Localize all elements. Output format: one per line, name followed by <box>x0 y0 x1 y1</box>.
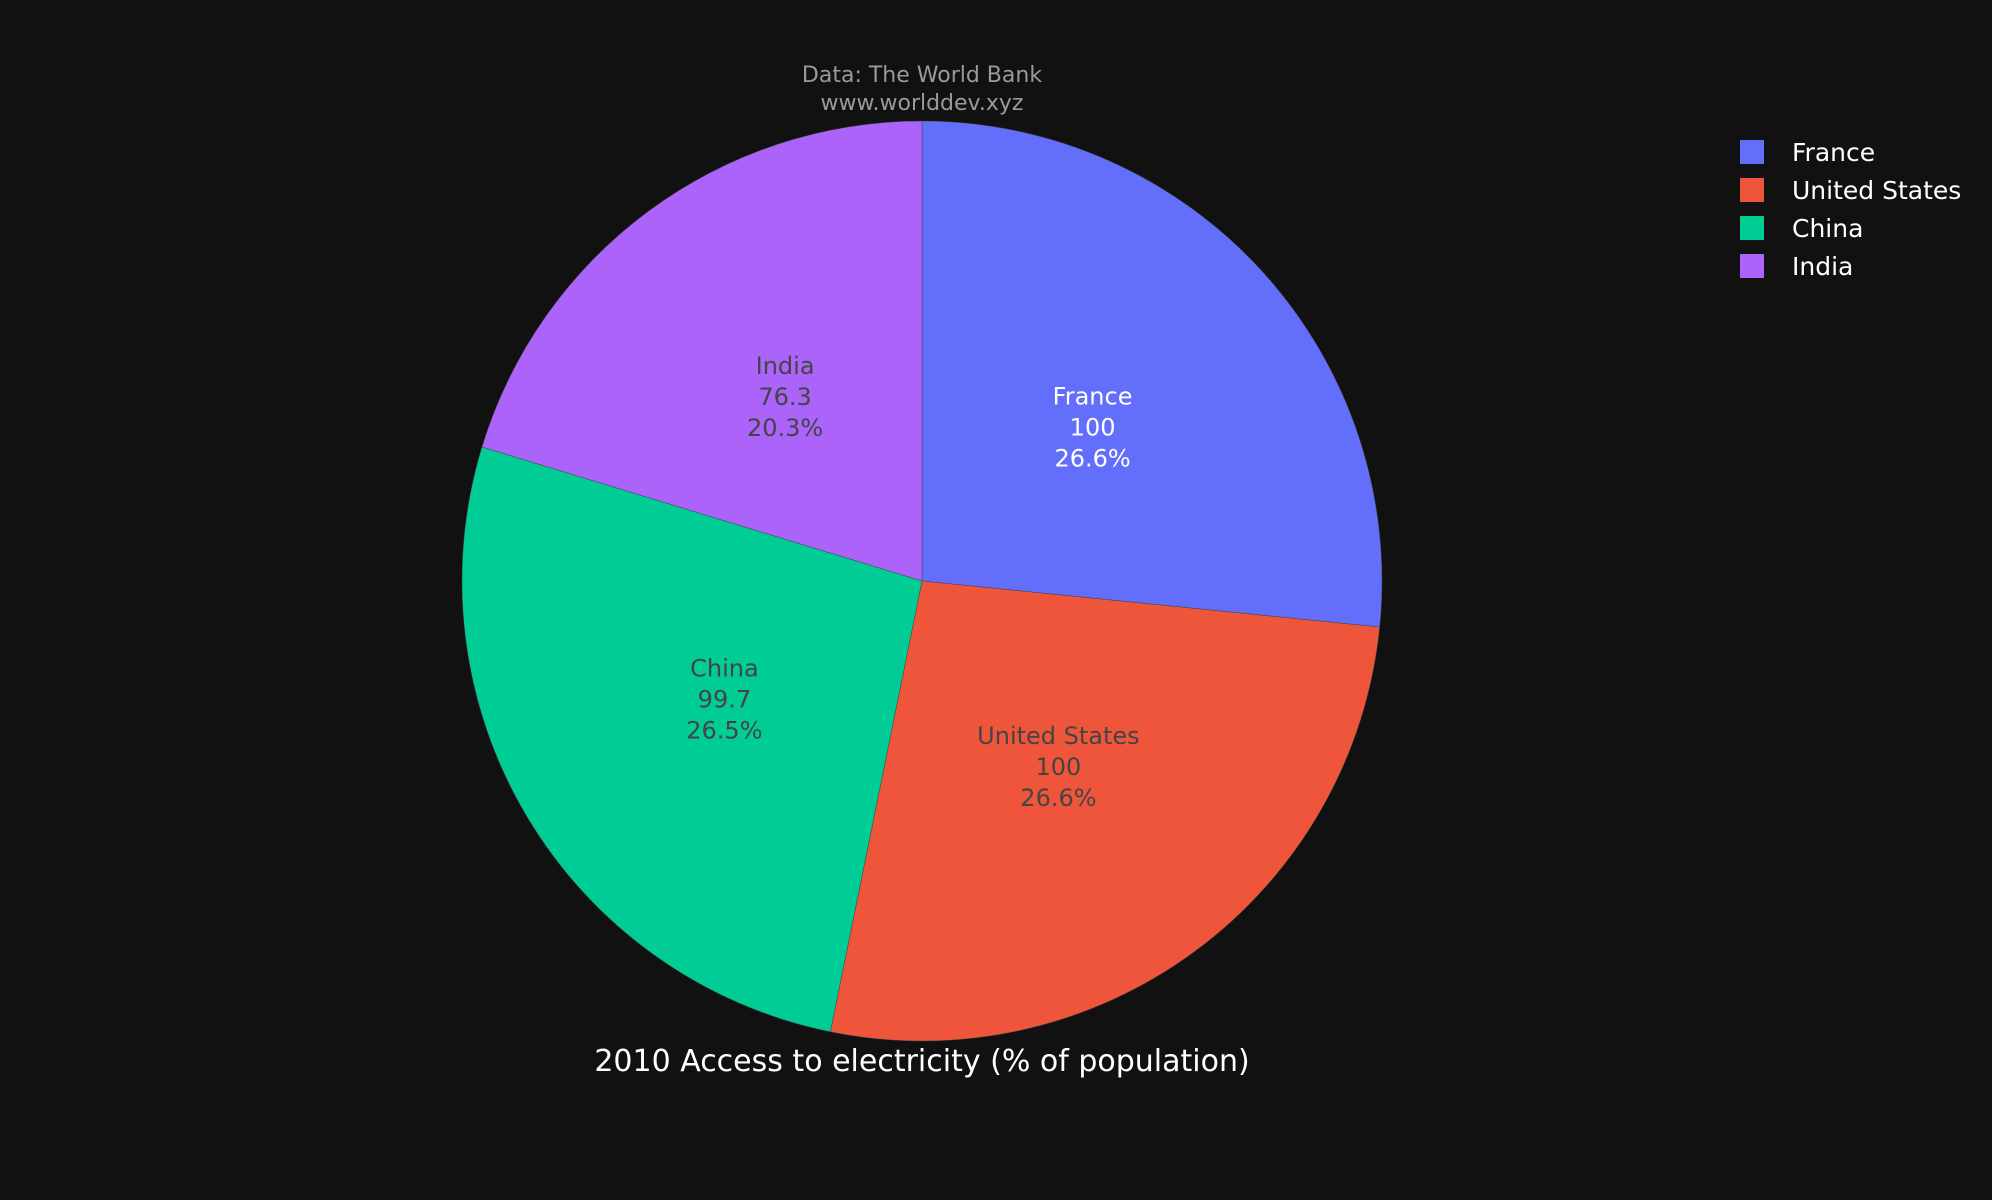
chart-title: 2010 Access to electricity (% of populat… <box>594 1044 1249 1079</box>
slice-label-category-france: France <box>1053 383 1133 411</box>
legend-label-united-states: United States <box>1792 175 1962 205</box>
legend-swatch-france <box>1740 140 1764 164</box>
legend-swatch-india <box>1740 254 1764 278</box>
pie-slice-china[interactable] <box>461 446 923 1033</box>
slice-label-value-united-states: 100 <box>1036 753 1082 781</box>
legend-label-india: India <box>1792 251 1854 281</box>
legend-item-france[interactable]: France <box>1740 133 1961 171</box>
slice-label-percent-india: 20.3% <box>747 414 823 442</box>
pie-slice-france[interactable] <box>921 120 1383 628</box>
slice-label-category-india: India <box>756 352 815 380</box>
pie-slice-india[interactable] <box>481 120 923 582</box>
legend-item-india[interactable]: India <box>1740 247 1961 285</box>
slice-label-percent-china: 26.5% <box>686 717 762 745</box>
legend-label-france: France <box>1792 137 1876 167</box>
slice-label-percent-france: 26.6% <box>1054 445 1130 473</box>
slice-label-category-united-states: United States <box>977 722 1140 750</box>
legend-swatch-china <box>1740 216 1764 240</box>
legend: France United States China India <box>1740 133 1961 285</box>
slice-label-category-china: China <box>690 655 759 683</box>
source-annotation-line-1: Data: The World Bank <box>802 63 1042 88</box>
pie-slice-labels: France 100 26.6% United States 100 26.6% China… <box>686 352 1139 812</box>
slice-label-value-india: 76.3 <box>758 383 811 411</box>
pie-slices <box>461 120 1383 1042</box>
slice-label-percent-united-states: 26.6% <box>1020 784 1096 812</box>
legend-item-china[interactable]: China <box>1740 209 1961 247</box>
slice-label-value-france: 100 <box>1070 414 1116 442</box>
legend-swatch-united-states <box>1740 178 1764 202</box>
slice-label-value-china: 99.7 <box>698 686 751 714</box>
legend-item-united-states[interactable]: United States <box>1740 171 1961 209</box>
pie-slice-united-states[interactable] <box>830 580 1380 1042</box>
legend-label-china: China <box>1792 213 1864 243</box>
source-annotation-line-2: www.worlddev.xyz <box>821 91 1024 116</box>
